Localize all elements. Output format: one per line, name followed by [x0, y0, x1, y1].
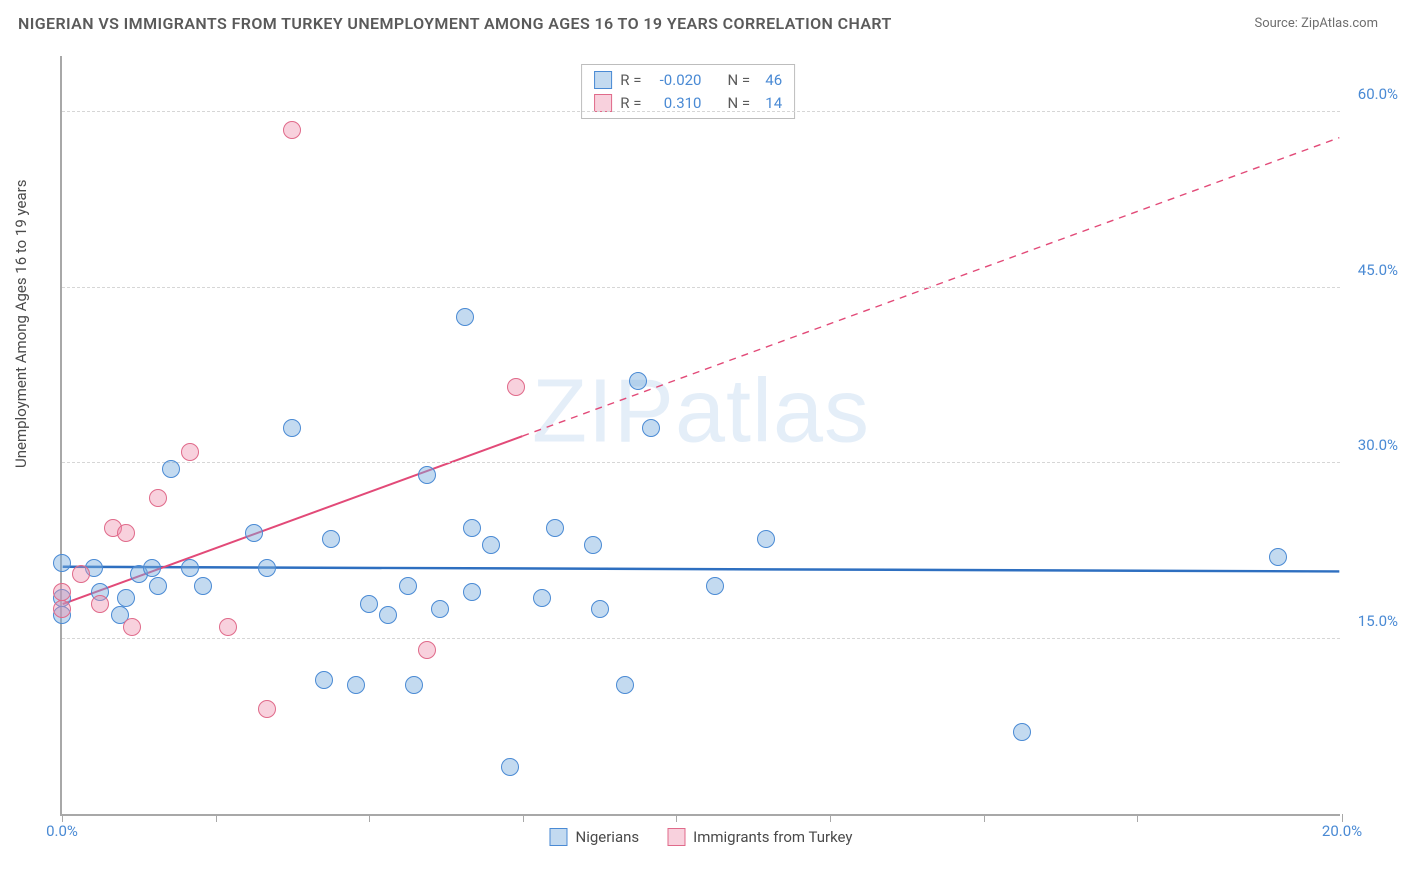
x-tick	[216, 814, 217, 822]
y-tick-label: 15.0%	[1358, 612, 1398, 630]
stats-legend-row-nigerians: R = -0.020 N = 46	[594, 69, 782, 92]
legend-label: Nigerians	[575, 828, 639, 846]
x-tick	[830, 814, 831, 822]
y-tick-label: 45.0%	[1358, 261, 1398, 279]
x-tick-label: 0.0%	[46, 822, 78, 840]
y-tick-label: 30.0%	[1358, 436, 1398, 454]
data-point-turkey	[53, 583, 71, 601]
data-point-nigerians	[245, 524, 263, 542]
data-point-nigerians	[463, 519, 481, 537]
data-point-nigerians	[258, 559, 276, 577]
data-point-nigerians	[315, 671, 333, 689]
grid-line	[62, 287, 1340, 288]
data-point-nigerians	[283, 419, 301, 437]
data-point-nigerians	[162, 460, 180, 478]
x-tick	[676, 814, 677, 822]
series-legend: Nigerians Immigrants from Turkey	[549, 828, 852, 846]
data-point-nigerians	[533, 589, 551, 607]
data-point-turkey	[219, 618, 237, 636]
data-point-turkey	[72, 565, 90, 583]
data-point-turkey	[507, 378, 525, 396]
data-point-nigerians	[360, 595, 378, 613]
x-tick	[1137, 814, 1138, 822]
legend-label: Immigrants from Turkey	[693, 828, 852, 846]
data-point-nigerians	[1013, 723, 1031, 741]
r-label: R =	[620, 69, 641, 92]
data-point-nigerians	[405, 676, 423, 694]
data-point-nigerians	[194, 577, 212, 595]
data-point-nigerians	[379, 606, 397, 624]
data-point-nigerians	[546, 519, 564, 537]
data-point-turkey	[283, 121, 301, 139]
data-point-nigerians	[347, 676, 365, 694]
swatch-turkey	[667, 828, 685, 846]
source-attribution: Source: ZipAtlas.com	[1254, 16, 1378, 31]
n-value: 46	[758, 69, 782, 92]
trend-lines-layer	[62, 56, 1340, 814]
x-tick	[523, 814, 524, 822]
data-point-turkey	[91, 595, 109, 613]
data-point-turkey	[258, 700, 276, 718]
x-tick	[1342, 814, 1343, 822]
data-point-nigerians	[463, 583, 481, 601]
correlation-chart: Unemployment Among Ages 16 to 19 years Z…	[18, 48, 1388, 878]
data-point-nigerians	[629, 372, 647, 390]
legend-item-turkey: Immigrants from Turkey	[667, 828, 852, 846]
data-point-nigerians	[418, 466, 436, 484]
data-point-nigerians	[591, 600, 609, 618]
data-point-turkey	[418, 641, 436, 659]
data-point-nigerians	[1269, 548, 1287, 566]
data-point-nigerians	[584, 536, 602, 554]
x-tick	[369, 814, 370, 822]
data-point-nigerians	[143, 559, 161, 577]
data-point-nigerians	[399, 577, 417, 595]
data-point-nigerians	[117, 589, 135, 607]
data-point-nigerians	[757, 530, 775, 548]
chart-title: NIGERIAN VS IMMIGRANTS FROM TURKEY UNEMP…	[18, 14, 892, 33]
data-point-nigerians	[322, 530, 340, 548]
data-point-turkey	[149, 489, 167, 507]
x-tick	[62, 814, 63, 822]
data-point-nigerians	[181, 559, 199, 577]
y-tick-label: 60.0%	[1358, 85, 1398, 103]
r-value: -0.020	[649, 69, 701, 92]
x-tick-label: 20.0%	[1322, 822, 1362, 840]
data-point-nigerians	[482, 536, 500, 554]
grid-line	[62, 111, 1340, 112]
watermark: ZIPatlas	[532, 361, 870, 464]
data-point-turkey	[123, 618, 141, 636]
x-tick	[984, 814, 985, 822]
plot-area: ZIPatlas R =-0.020N =46R =0.310N =14 Nig…	[60, 56, 1340, 816]
data-point-turkey	[117, 524, 135, 542]
data-point-nigerians	[642, 419, 660, 437]
y-axis-label: Unemployment Among Ages 16 to 19 years	[12, 180, 30, 468]
data-point-nigerians	[456, 308, 474, 326]
n-label: N =	[727, 69, 750, 92]
data-point-nigerians	[149, 577, 167, 595]
swatch-nigerians	[594, 71, 612, 89]
data-point-turkey	[181, 443, 199, 461]
data-point-turkey	[53, 600, 71, 618]
data-point-nigerians	[706, 577, 724, 595]
legend-item-nigerians: Nigerians	[549, 828, 639, 846]
grid-line	[62, 638, 1340, 639]
grid-line	[62, 462, 1340, 463]
data-point-nigerians	[53, 554, 71, 572]
data-point-nigerians	[616, 676, 634, 694]
swatch-nigerians	[549, 828, 567, 846]
trend-line-nigerians	[63, 567, 1340, 572]
data-point-nigerians	[431, 600, 449, 618]
swatch-turkey	[594, 94, 612, 112]
data-point-nigerians	[501, 758, 519, 776]
